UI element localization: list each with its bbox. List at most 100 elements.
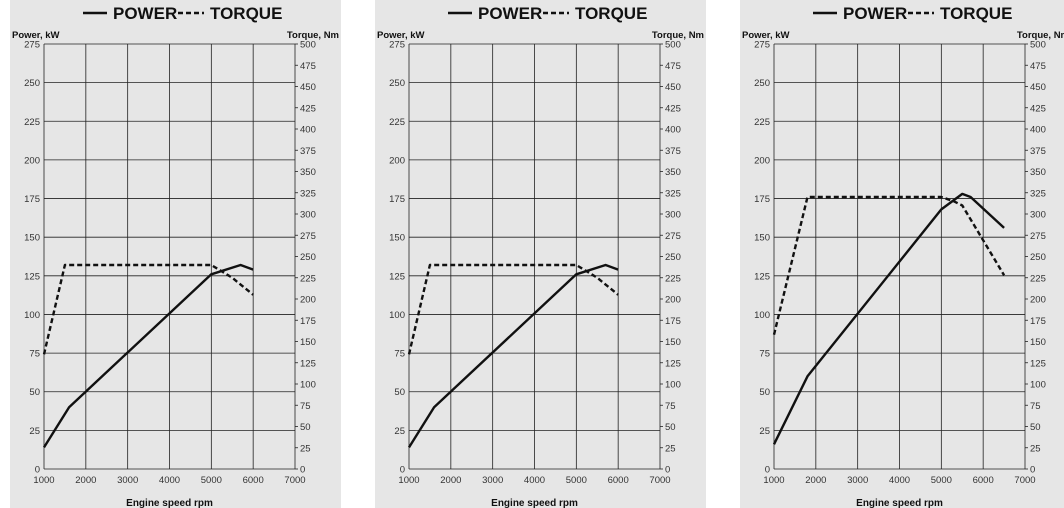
y-left-tick-label: 150 — [754, 233, 770, 244]
y-right-tick-label: 100 — [300, 380, 316, 391]
y-right-tick-label: 225 — [300, 273, 316, 284]
y-left-tick-label: 100 — [754, 310, 770, 321]
y-right-tick-label: 300 — [1030, 210, 1046, 221]
x-tick-label: 6000 — [608, 475, 629, 486]
y-right-tick-label: 25 — [665, 443, 676, 454]
y-right-tick-label: 250 — [665, 252, 681, 263]
y-right-tick-label: 500 — [665, 40, 681, 51]
y-right-tick-label: 0 — [665, 465, 670, 476]
y-right-tick-label: 0 — [300, 465, 305, 476]
legend-torque-label: TORQUE — [575, 4, 647, 23]
y-left-tick-label: 0 — [35, 465, 40, 476]
x-tick-label: 2000 — [75, 475, 96, 486]
legend-power-label: POWER — [113, 4, 177, 23]
x-tick-label: 7000 — [1014, 475, 1035, 486]
y-right-tick-label: 75 — [665, 401, 676, 412]
chart-panel-1: POWER TORQUE Power, kW Torque, Nm Engine spe… — [10, 0, 341, 508]
x-tick-label: 5000 — [201, 475, 222, 486]
y-axis-right-title: Torque, Nm — [652, 30, 704, 41]
y-left-tick-label: 200 — [389, 155, 405, 166]
y-right-tick-label: 400 — [665, 125, 681, 136]
y-left-tick-label: 125 — [389, 271, 405, 282]
y-right-tick-label: 175 — [300, 316, 316, 327]
y-right-tick-label: 325 — [300, 188, 316, 199]
y-right-tick-label: 275 — [300, 231, 316, 242]
y-right-tick-label: 425 — [1030, 103, 1046, 114]
x-axis-title: Engine speed rpm — [491, 498, 578, 508]
y-left-tick-label: 0 — [400, 465, 405, 476]
y-right-tick-label: 175 — [665, 316, 681, 327]
power-torque-chart-3: POWER TORQUE Power, kW Torque, Nm Engine spe… — [742, 4, 1064, 508]
y-right-tick-label: 125 — [1030, 358, 1046, 369]
legend-torque-label: TORQUE — [940, 4, 1012, 23]
y-left-tick-label: 125 — [754, 271, 770, 282]
y-axis-left-title: Power, kW — [742, 30, 790, 41]
y-axis-left-title: Power, kW — [377, 30, 425, 41]
y-left-tick-label: 275 — [24, 40, 40, 51]
y-left-tick-label: 75 — [759, 349, 770, 360]
y-right-tick-label: 25 — [300, 443, 311, 454]
x-tick-label: 4000 — [159, 475, 180, 486]
y-left-tick-label: 25 — [394, 426, 405, 437]
y-right-tick-label: 425 — [300, 103, 316, 114]
x-tick-label: 1000 — [33, 475, 54, 486]
y-right-tick-label: 100 — [665, 380, 681, 391]
y-right-tick-label: 150 — [300, 337, 316, 348]
y-right-tick-label: 50 — [665, 422, 676, 433]
y-left-tick-label: 75 — [29, 349, 40, 360]
y-right-tick-label: 175 — [1030, 316, 1046, 327]
y-right-tick-label: 100 — [1030, 380, 1046, 391]
x-tick-label: 2000 — [440, 475, 461, 486]
x-tick-label: 4000 — [524, 475, 545, 486]
y-right-tick-label: 450 — [300, 82, 316, 93]
x-tick-label: 7000 — [649, 475, 670, 486]
y-right-tick-label: 400 — [1030, 125, 1046, 136]
y-left-tick-label: 275 — [754, 40, 770, 51]
y-left-tick-label: 225 — [754, 117, 770, 128]
y-right-tick-label: 200 — [300, 295, 316, 306]
x-tick-label: 7000 — [284, 475, 305, 486]
chart-panel-3: POWER TORQUE Power, kW Torque, Nm Engine spe… — [740, 0, 1064, 508]
y-right-tick-label: 475 — [1030, 61, 1046, 72]
y-right-tick-label: 450 — [665, 82, 681, 93]
y-right-tick-label: 50 — [1030, 422, 1041, 433]
power-series-line — [407, 263, 619, 449]
y-right-tick-label: 275 — [665, 231, 681, 242]
y-right-tick-label: 375 — [665, 146, 681, 157]
y-left-tick-label: 25 — [29, 426, 40, 437]
x-tick-label: 5000 — [931, 475, 952, 486]
y-left-tick-label: 0 — [765, 465, 770, 476]
y-left-tick-label: 150 — [24, 233, 40, 244]
y-left-tick-label: 200 — [24, 155, 40, 166]
y-axis-right-title: Torque, Nm — [1017, 30, 1064, 41]
y-right-tick-label: 125 — [665, 358, 681, 369]
y-right-tick-label: 475 — [665, 61, 681, 72]
y-left-tick-label: 125 — [24, 271, 40, 282]
y-left-tick-label: 275 — [389, 40, 405, 51]
x-axis-title: Engine speed rpm — [126, 498, 213, 508]
power-torque-chart-2: POWER TORQUE Power, kW Torque, Nm Engine spe… — [377, 4, 704, 508]
chart-panel-2: POWER TORQUE Power, kW Torque, Nm Engine spe… — [375, 0, 706, 508]
y-left-tick-label: 50 — [29, 387, 40, 398]
y-left-tick-label: 200 — [754, 155, 770, 166]
y-right-tick-label: 200 — [1030, 295, 1046, 306]
y-left-tick-label: 50 — [759, 387, 770, 398]
y-right-tick-label: 325 — [1030, 188, 1046, 199]
y-left-tick-label: 175 — [754, 194, 770, 205]
y-right-tick-label: 75 — [300, 401, 311, 412]
y-left-tick-label: 100 — [389, 310, 405, 321]
y-axis-right-title: Torque, Nm — [287, 30, 339, 41]
y-right-tick-label: 425 — [665, 103, 681, 114]
x-tick-label: 4000 — [889, 475, 910, 486]
x-tick-label: 1000 — [398, 475, 419, 486]
y-left-tick-label: 250 — [389, 78, 405, 89]
legend-torque-label: TORQUE — [210, 4, 282, 23]
y-right-tick-label: 75 — [1030, 401, 1041, 412]
y-left-tick-label: 100 — [24, 310, 40, 321]
x-tick-label: 6000 — [973, 475, 994, 486]
y-right-tick-label: 400 — [300, 125, 316, 136]
y-right-tick-label: 50 — [300, 422, 311, 433]
y-right-tick-label: 225 — [1030, 273, 1046, 284]
y-right-tick-label: 350 — [300, 167, 316, 178]
y-right-tick-label: 0 — [1030, 465, 1035, 476]
